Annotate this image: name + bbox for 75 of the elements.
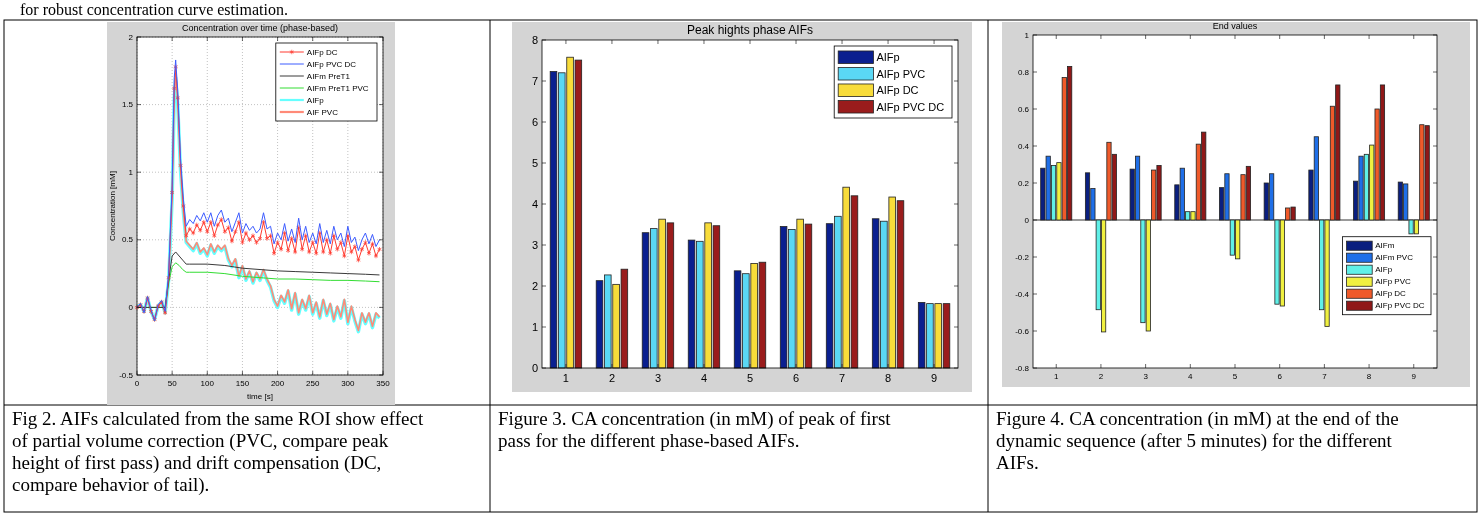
- legend-label: AIF PVC: [306, 107, 339, 117]
- y-tick-label: 0.4: [1017, 141, 1030, 151]
- y-tick-label: 0: [1024, 215, 1030, 225]
- y-tick-label: 1.5: [121, 100, 134, 110]
- y-tick-label: 0: [128, 302, 134, 312]
- y-tick-label: 4: [531, 198, 538, 210]
- x-tick-label: 8: [884, 372, 892, 384]
- legend-label: AIFp: [306, 95, 325, 105]
- legend-label: AIFp PVC DC: [876, 100, 945, 113]
- chart-title: Concentration over time (phase-based): [181, 23, 339, 33]
- x-tick-label: 100: [200, 379, 215, 388]
- legend-label: AIFp PVC: [1375, 277, 1411, 287]
- x-tick-label: 50: [167, 379, 178, 388]
- legend-label: AIFp PVC DC: [1375, 301, 1425, 311]
- x-tick-label: 350: [376, 379, 391, 388]
- y-tick-label: 6: [531, 116, 538, 128]
- y-tick-label: 0.8: [1017, 67, 1030, 77]
- caption: Figure 4. CA concentration (in mM) at the end of the dynamic sequence (after 5 minutes) for the different AIFs.: [996, 408, 1399, 473]
- x-axis-title: time [s]: [247, 392, 273, 401]
- chart-title: Peak hights phase AIFs: [686, 23, 814, 37]
- caption: Figure 3. CA concentration (in mM) of peak of first pass for the different phase-based AIFs.: [498, 408, 892, 451]
- x-tick-label: 150: [235, 379, 250, 388]
- y-tick-label: 2: [128, 32, 134, 42]
- x-tick-label: 9: [931, 372, 938, 384]
- x-tick-label: 5: [1232, 372, 1238, 381]
- y-tick-label: 0.6: [1017, 104, 1030, 114]
- x-tick-label: 1: [562, 372, 569, 384]
- x-tick-label: 7: [838, 372, 846, 384]
- y-tick-label: -0.5: [119, 370, 134, 380]
- x-tick-label: 300: [341, 379, 356, 388]
- x-tick-label: 6: [792, 372, 800, 384]
- y-tick-label: -0.2: [1015, 252, 1030, 262]
- x-tick-label: 8: [1366, 372, 1372, 381]
- chart-title: End values: [1212, 21, 1258, 31]
- legend-label: AIFp PVC: [876, 67, 926, 80]
- x-tick-label: 4: [1188, 372, 1194, 381]
- x-tick-label: 200: [270, 379, 285, 388]
- y-tick-label: 2: [531, 280, 538, 292]
- y-tick-label: -0.4: [1015, 289, 1030, 299]
- y-tick-label: 7: [531, 75, 538, 87]
- y-tick-label: 3: [531, 239, 538, 251]
- x-tick-label: 7: [1322, 372, 1328, 381]
- y-axis-title: Concentration [mM]: [108, 171, 117, 241]
- text: for robust concentration curve estimation.: [20, 1, 288, 18]
- legend-label: AIFp DC: [1375, 289, 1407, 299]
- y-tick-label: 0.2: [1017, 178, 1030, 188]
- x-tick-label: 3: [1143, 372, 1149, 381]
- x-tick-label: 9: [1411, 372, 1417, 381]
- x-tick-label: 4: [700, 372, 708, 384]
- legend-label: AIFm PVC: [1375, 253, 1414, 263]
- y-tick-label: -0.6: [1015, 326, 1030, 336]
- legend-label: AIFm PreT1 PVC: [306, 83, 369, 93]
- y-tick-label: 5: [531, 157, 538, 169]
- legend-label: AIFp DC: [306, 47, 338, 57]
- legend-label: AIFm PreT1: [306, 71, 351, 81]
- x-tick-label: 0: [134, 379, 140, 388]
- x-tick-label: 250: [306, 379, 320, 388]
- legend-label: AIFp: [1375, 265, 1393, 275]
- x-tick-label: 2: [608, 372, 616, 384]
- x-tick-label: 2: [1098, 372, 1104, 381]
- x-tick-label: 3: [654, 372, 662, 384]
- x-tick-label: 5: [746, 372, 754, 384]
- x-tick-label: 1: [1054, 372, 1060, 381]
- legend-label: AIFp: [876, 51, 900, 64]
- y-tick-label: 1: [128, 167, 134, 177]
- legend-label: AIFp DC: [876, 84, 919, 97]
- y-tick-label: 8: [531, 34, 538, 46]
- y-tick-label: 1: [1024, 30, 1030, 40]
- legend-label: AIFp PVC DC: [306, 59, 357, 69]
- y-tick-label: 0.5: [121, 235, 134, 245]
- y-tick-label: 1: [531, 321, 538, 333]
- caption: Fig 2. AIFs calculated from the same ROI show effect of partial volume correction (PVC, compare peak height of first pass) and drift compensation (DC, compare behavior of tail).: [12, 408, 424, 496]
- x-tick-label: 6: [1277, 372, 1283, 381]
- legend-label: AIFm: [1375, 241, 1395, 251]
- y-tick-label: -0.8: [1015, 363, 1030, 373]
